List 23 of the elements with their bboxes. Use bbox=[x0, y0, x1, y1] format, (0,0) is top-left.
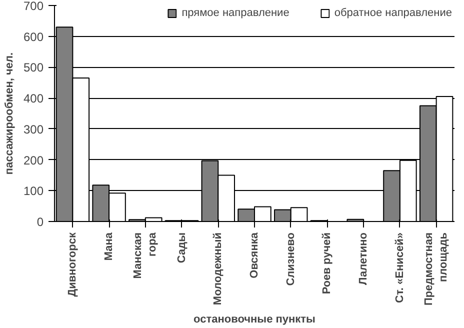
y-tick-label: 400 bbox=[23, 92, 44, 106]
x-tick-label: Слизнево bbox=[284, 232, 297, 286]
x-axis-title: остановочные пункты bbox=[194, 313, 316, 326]
x-tick-label: Дивногорск bbox=[66, 232, 79, 297]
x-tick-label: Роев ручей bbox=[321, 232, 334, 294]
y-tick-label: 500 bbox=[23, 60, 44, 75]
x-tick-label: Лалетино bbox=[358, 232, 370, 285]
x-tick-label: Предмостная площадь bbox=[423, 232, 450, 306]
x-tick-label: Сады bbox=[176, 232, 188, 264]
y-tick-label: 300 bbox=[23, 122, 44, 136]
legend-label: прямое направление bbox=[182, 7, 290, 19]
y-tick-label: 200 bbox=[23, 153, 44, 168]
x-tick-label: Ст. «Енисей» bbox=[394, 232, 406, 303]
x-tick-label: Молодежный bbox=[212, 232, 224, 306]
y-tick-label: 0 bbox=[36, 215, 44, 229]
y-axis-title: пассажирообмен, чел. bbox=[3, 52, 16, 175]
x-tick-label: Манская гора bbox=[132, 232, 159, 279]
legend-label: обратное направление bbox=[334, 7, 452, 19]
y-tick-label: 600 bbox=[23, 30, 44, 44]
x-tick-label: Овсянка bbox=[248, 232, 260, 278]
y-tick-label: 100 bbox=[23, 184, 44, 198]
y-tick-label: 700 bbox=[23, 0, 44, 13]
x-tick-label: Мана bbox=[103, 232, 116, 261]
